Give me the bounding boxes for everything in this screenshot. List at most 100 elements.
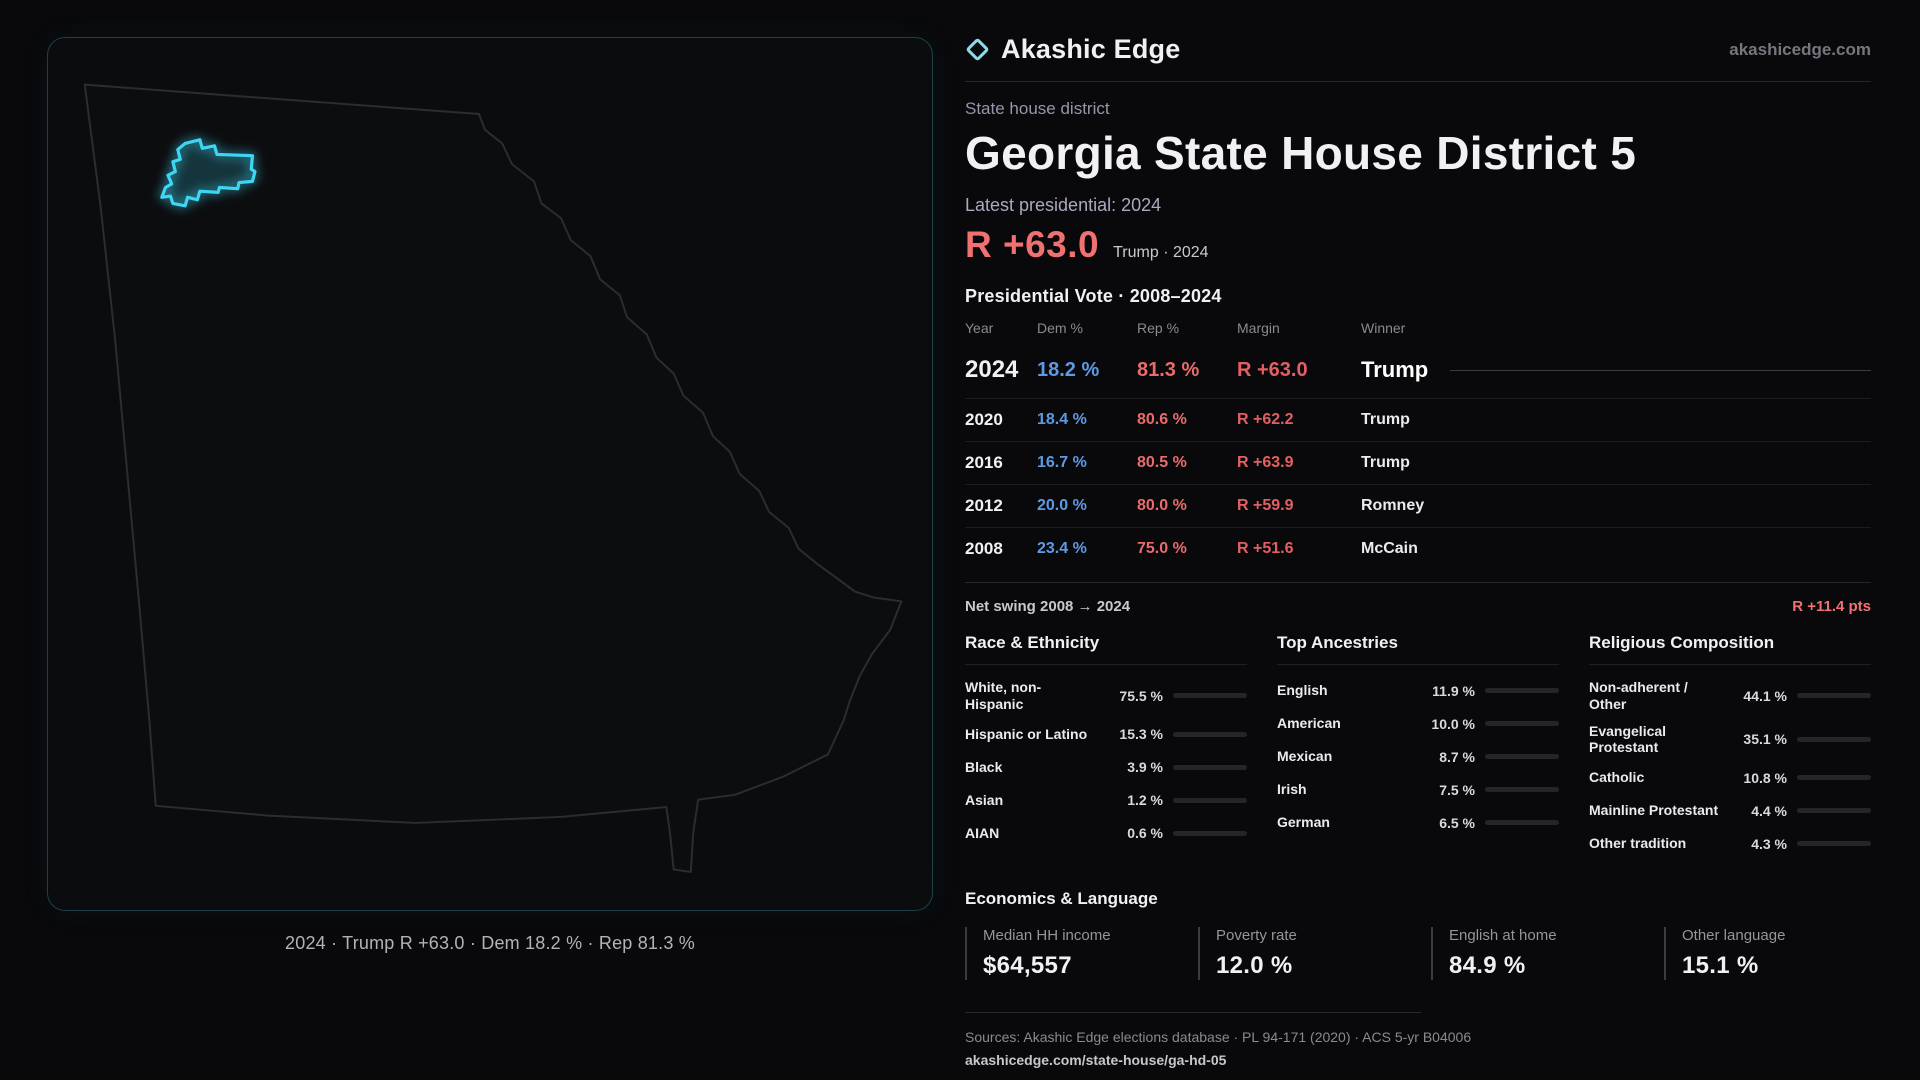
permalink[interactable]: akashicedge.com/state-house/ga-hd-05 [965, 1052, 1227, 1069]
latest-label: Latest presidential: 2024 [965, 195, 1162, 215]
row-winner: Romney [1361, 497, 1425, 514]
diamond-logo-icon [965, 37, 990, 62]
demo-bar [1797, 736, 1871, 742]
demo-label: Catholic [1589, 769, 1645, 786]
row-dem: 23.4 % [1037, 540, 1087, 557]
vote-table-title: Presidential Vote · 2008–2024 [965, 286, 1222, 306]
brand-url-link[interactable]: akashicedge.com [1729, 39, 1871, 59]
demo-row: Asian 1.2 % [965, 789, 1247, 812]
winner-rule [1450, 369, 1871, 371]
col-winner: Winner [1361, 320, 1406, 336]
demo-value: 8.7 % [1439, 748, 1475, 765]
demo-label: Non-adherent / Other [1589, 679, 1688, 712]
stat-block: Other language 15.1 % [1664, 927, 1871, 981]
demo-bar [1485, 820, 1559, 825]
georgia-outline-path [83, 83, 903, 873]
demo-value: 4.4 % [1751, 802, 1787, 819]
row-rep: 81.3 % [1137, 358, 1200, 381]
economics-title: Economics & Language [965, 889, 1158, 909]
map-caption: 2024 · Trump R +63.0 · Dem 18.2 % · Rep … [285, 933, 695, 953]
demo-bar [1485, 688, 1559, 693]
demo-bar [1797, 693, 1871, 699]
row-dem: 20.0 % [1037, 497, 1087, 514]
demo-row: White, non-Hispanic 75.5 % [965, 679, 1247, 713]
demo-label: Asian [965, 791, 1004, 808]
district-5-shape [160, 138, 257, 208]
table-row: 2024 18.2 % 81.3 % R +63.0 Trump [965, 344, 1871, 398]
demo-bar [1485, 754, 1559, 759]
stat-label: Poverty rate [1216, 927, 1297, 945]
demo-value: 6.5 % [1439, 814, 1475, 831]
demo-row: Mainline Protestant 4.4 % [1589, 799, 1871, 822]
table-row: 2020 18.4 % 80.6 % R +62.2 Trump [965, 398, 1871, 441]
demo-value: 10.0 % [1431, 715, 1475, 732]
net-swing-label: Net swing 2008 → 2024 [965, 598, 1131, 615]
demo-label: Irish [1277, 781, 1307, 798]
headline: R +63.0 Trump · 2024 [965, 224, 1871, 266]
footer: Sources: Akashic Edge elections database… [965, 1012, 1871, 1070]
demo-value: 35.1 % [1743, 731, 1787, 748]
row-rep: 75.0 % [1137, 540, 1187, 557]
demo-label: Hispanic or Latino [965, 725, 1088, 742]
stat-value: 84.9 % [1449, 952, 1526, 980]
demo-bar [1797, 775, 1871, 781]
stat-value: $64,557 [983, 952, 1072, 980]
headline-detail: Trump · 2024 [1113, 244, 1209, 261]
row-dem: 18.2 % [1037, 358, 1100, 381]
demo-label: AIAN [965, 824, 1000, 841]
row-rep: 80.5 % [1137, 454, 1187, 471]
demo-row: Evangelical Protestant 35.1 % [1589, 723, 1871, 757]
row-margin: R +62.2 [1237, 411, 1294, 428]
demo-row: Other tradition 4.3 % [1589, 832, 1871, 855]
demo-label: Black [965, 758, 1003, 775]
demo-label: American [1277, 715, 1341, 732]
row-year: 2020 [965, 410, 1003, 429]
row-year: 2012 [965, 496, 1003, 515]
row-rep: 80.0 % [1137, 497, 1187, 514]
demo-bar [1173, 693, 1247, 699]
row-year: 2008 [965, 539, 1003, 558]
row-winner: McCain [1361, 540, 1418, 557]
row-winner: Trump [1361, 357, 1871, 383]
demo-value: 75.5 % [1119, 687, 1163, 704]
demo-value: 7.5 % [1439, 781, 1475, 798]
demo-value: 10.8 % [1743, 769, 1787, 786]
demo-bar [1485, 787, 1559, 792]
demo-label: Mainline Protestant [1589, 802, 1719, 819]
demo-row: English 11.9 % [1277, 679, 1559, 702]
demo-row: Black 3.9 % [965, 756, 1247, 779]
demo-label: White, non-Hispanic [965, 679, 1042, 712]
vote-table: Year Dem % Rep % Margin Winner 2024 18.2… [965, 307, 1871, 570]
demo-row: Non-adherent / Other 44.1 % [1589, 679, 1871, 713]
demo-row: Catholic 10.8 % [1589, 766, 1871, 789]
demo-row: German 6.5 % [1277, 811, 1559, 834]
row-rep: 80.6 % [1137, 411, 1187, 428]
religion-column: Religious Composition Non-adherent / Oth… [1589, 633, 1871, 865]
col-dem: Dem % [1037, 320, 1083, 336]
row-year: 2024 [965, 356, 1019, 383]
demo-bar [1173, 731, 1247, 737]
demo-value: 44.1 % [1743, 687, 1787, 704]
stat-value: 15.1 % [1682, 952, 1759, 980]
stat-value: 12.0 % [1216, 952, 1293, 980]
col-margin: Margin [1237, 320, 1280, 336]
district-map-panel [47, 37, 933, 911]
row-winner: Trump [1361, 411, 1410, 428]
page-title: Georgia State House District 5 [965, 127, 1637, 179]
header-bar: Akashic Edge akashicedge.com [965, 34, 1871, 82]
section-title: Race & Ethnicity [965, 633, 1247, 665]
report-content: Akashic Edge akashicedge.com State house… [965, 34, 1871, 1070]
headline-margin: R +63.0 [965, 224, 1100, 265]
demo-value: 1.2 % [1127, 792, 1163, 809]
section-title: Religious Composition [1589, 633, 1871, 665]
vote-table-header: Year Dem % Rep % Margin Winner [965, 307, 1871, 344]
map-column: 2024 · Trump R +63.0 · Dem 18.2 % · Rep … [47, 37, 933, 954]
demo-label: Evangelical Protestant [1589, 722, 1667, 756]
col-year: Year [965, 320, 994, 336]
stat-block: English at home 84.9 % [1431, 927, 1638, 981]
demo-value: 0.6 % [1127, 825, 1163, 842]
demo-row: Mexican 8.7 % [1277, 745, 1559, 768]
table-row: 2016 16.7 % 80.5 % R +63.9 Trump [965, 441, 1871, 484]
demo-row: AIAN 0.6 % [965, 822, 1247, 845]
demo-label: English [1277, 682, 1328, 699]
